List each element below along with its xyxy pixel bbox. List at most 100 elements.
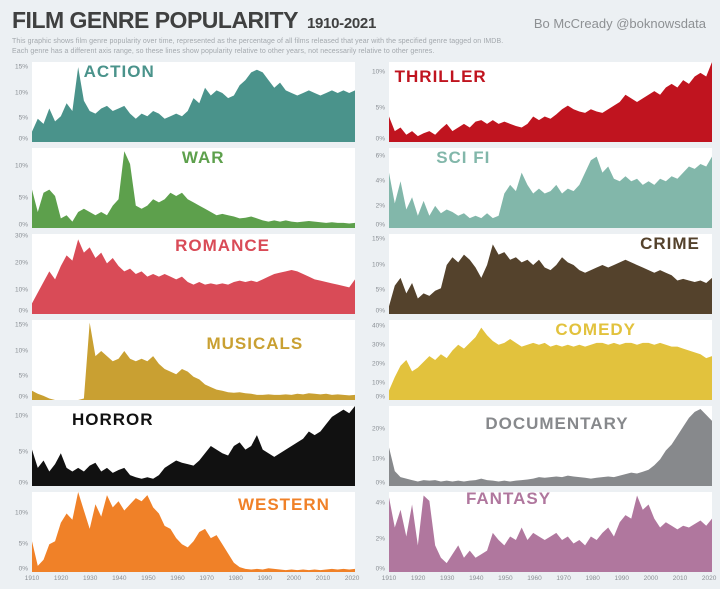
y-tick-label: 0%	[18, 135, 28, 143]
main-title: FILM GENRE POPULARITY	[12, 7, 298, 33]
plot-area-scifi: SCI FI	[389, 148, 712, 229]
x-tick-label: 1930	[439, 575, 455, 583]
y-axis-horror: 10% 5% 0%	[6, 406, 32, 487]
area-series-western	[32, 492, 355, 573]
y-tick-label: 10%	[371, 379, 385, 387]
y-tick-label: 5%	[18, 372, 28, 380]
y-tick-label: 5%	[18, 540, 28, 547]
area-series-fantasy	[389, 495, 712, 573]
y-axis-action: 15% 10% 5% 0%	[6, 62, 32, 142]
y-tick-label: 15%	[14, 321, 28, 329]
y-tick-label: 5%	[18, 448, 28, 456]
y-tick-label: 10%	[14, 412, 28, 420]
plot-area-documentary: DOCUMENTARY	[389, 406, 712, 487]
x-tick-label: 1940	[469, 575, 484, 583]
y-tick-label: 20%	[371, 360, 385, 368]
chart-panel-romance: 30% 20% 10% 0% ROMANCE	[6, 232, 355, 315]
title-years: 1910-2021	[306, 15, 376, 32]
x-tick-label: 1910	[24, 575, 40, 583]
y-tick-label: 0%	[18, 565, 28, 573]
y-tick-label: 6%	[375, 152, 385, 160]
y-tick-label: 0%	[375, 135, 385, 143]
area-chart-crime	[389, 244, 712, 315]
x-axis-fantasy: 1910 1920 1930 1940 1950 1960 1970 1980 1990 2000…	[382, 572, 717, 585]
y-tick-label: 5%	[18, 194, 28, 202]
y-tick-label: 5%	[375, 104, 385, 112]
area-chart-war	[32, 151, 355, 229]
y-axis-thriller: 10% 5% 0%	[363, 62, 389, 143]
area-chart-scifi	[389, 156, 712, 229]
author-credit: Bo McCready @boknowsdata	[533, 16, 706, 31]
description-line-2: Each genre has a different axis range, s…	[12, 48, 435, 56]
x-tick-label: 1920	[410, 575, 426, 583]
plot-area-thriller: THRILLER	[389, 62, 712, 143]
x-tick-label: 1980	[228, 575, 243, 583]
y-tick-label: 30%	[371, 341, 385, 349]
area-series-action	[32, 67, 355, 143]
y-tick-label: 40%	[371, 322, 385, 330]
chart-title-fantasy: FANTASY	[465, 492, 552, 509]
header: FILM GENRE POPULARITY 1910-2021 Bo McCre…	[0, 0, 720, 59]
x-tick-label: 2000	[643, 575, 659, 583]
chart-panel-scifi: 6% 4% 2% 0% SCI FI	[363, 148, 712, 229]
area-series-horror	[32, 406, 355, 487]
y-tick-label: 0%	[375, 393, 385, 401]
chart-title-musicals: MUSICALS	[206, 334, 304, 354]
x-tick-label: 1920	[53, 575, 69, 583]
description: This graphic shows film genre popularity…	[12, 37, 706, 57]
chart-panel-musicals: 15% 10% 5% 0% MUSICALS	[6, 320, 355, 401]
y-tick-label: 5%	[375, 286, 385, 294]
area-series-thriller	[389, 62, 712, 143]
chart-panel-fantasy: 4% 2% 0% FANTASY 1910 1920 1930 1940 1950 1960 197…	[363, 492, 717, 585]
y-axis-documentary: 20% 10% 0%	[363, 406, 389, 487]
y-tick-label: 10%	[14, 162, 28, 170]
y-tick-label: 4%	[375, 177, 385, 185]
x-tick-label: 1950	[141, 575, 156, 583]
y-tick-label: 10%	[371, 455, 385, 463]
y-tick-label: 2%	[375, 202, 385, 210]
y-tick-label: 10%	[371, 261, 385, 269]
area-series-romance	[32, 239, 355, 315]
y-axis-scifi: 6% 4% 2% 0%	[363, 148, 389, 229]
area-series-comedy	[389, 327, 712, 401]
plot-area-war: WAR	[32, 148, 355, 229]
y-axis-romance: 30% 20% 10% 0%	[6, 232, 32, 315]
y-axis-musicals: 15% 10% 5% 0%	[6, 320, 32, 400]
area-chart-western	[32, 492, 355, 573]
y-tick-label: 15%	[371, 235, 385, 243]
y-tick-label: 2%	[375, 535, 385, 543]
plot-area-action: ACTION	[32, 62, 355, 143]
chart-title-crime: CRIME	[640, 234, 700, 254]
area-series-documentary	[389, 409, 712, 487]
chart-grid: 15% 10% 5% 0% ACTION 10% 5% 0% THRILLER 10% 5% 0% WA…	[0, 59, 720, 589]
y-axis-war: 10% 5% 0%	[6, 148, 32, 229]
plot-area-romance: ROMANCE	[32, 234, 355, 315]
chart-panel-documentary: 20% 10% 0% DOCUMENTARY	[363, 406, 712, 487]
x-tick-label: 1960	[170, 575, 185, 583]
y-tick-label: 10%	[14, 347, 28, 355]
y-tick-label: 30%	[14, 232, 28, 240]
y-tick-label: 20%	[371, 425, 385, 433]
x-tick-label: 1930	[82, 575, 98, 583]
chart-panel-thriller: 10% 5% 0% THRILLER	[363, 62, 712, 143]
chart-panel-comedy: 40% 30% 20% 10% 0% COMEDY	[363, 320, 712, 401]
chart-panel-crime: 15% 10% 5% 0% CRIME	[363, 234, 712, 315]
y-tick-label: 0%	[18, 479, 28, 487]
y-tick-label: 4%	[375, 499, 385, 507]
x-tick-label: 1970	[556, 575, 571, 583]
chart-title-horror: HORROR	[71, 410, 154, 430]
area-series-scifi	[389, 156, 712, 229]
y-tick-label: 10%	[14, 89, 28, 97]
chart-title-romance: ROMANCE	[175, 236, 270, 256]
y-tick-label: 5%	[18, 114, 28, 122]
area-chart-musicals	[32, 322, 355, 401]
plot-area-crime: CRIME	[389, 234, 712, 315]
y-tick-label: 0%	[375, 565, 385, 573]
x-tick-label: 2010	[672, 575, 688, 583]
y-tick-label: 10%	[14, 286, 28, 294]
y-tick-label: 0%	[18, 221, 28, 229]
y-axis-comedy: 40% 30% 20% 10% 0%	[363, 320, 389, 401]
chart-title-scifi: SCI FI	[436, 148, 491, 168]
x-tick-label: 1950	[498, 575, 513, 583]
